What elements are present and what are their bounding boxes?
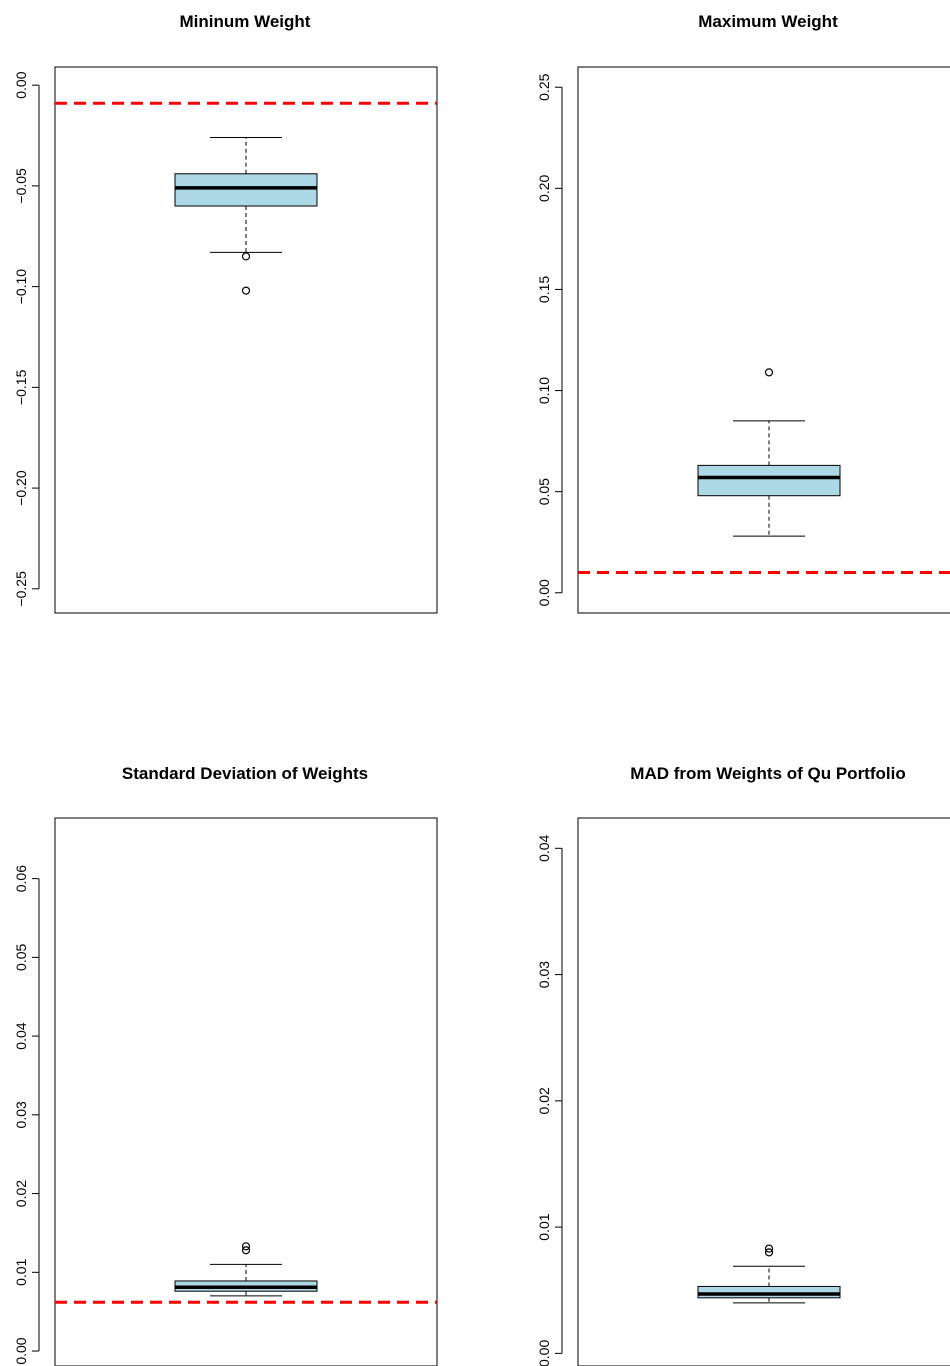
y-tick-label: −0.25 [13, 571, 29, 607]
y-tick-label: 0.00 [536, 579, 552, 606]
plot-frame [54, 66, 438, 614]
panel-title: Maximum Weight [698, 12, 838, 31]
y-tick-label: 0.00 [13, 1337, 29, 1364]
y-tick-label: 0.25 [536, 73, 552, 100]
y-tick-label: 0.00 [536, 1340, 552, 1366]
y-tick-label: −0.10 [13, 269, 29, 305]
y-tick-label: 0.01 [536, 1213, 552, 1240]
y-tick-label: 0.15 [536, 276, 552, 303]
outlier-point [764, 368, 774, 377]
outlier-point [241, 1246, 251, 1255]
boxplot-panel-4: MAD from Weights of Qu Portfolio 0.00 0.01… [536, 764, 950, 1366]
outlier-point [764, 1248, 774, 1257]
y-tick-label: 0.05 [536, 478, 552, 505]
panel-title: Standard Deviation of Weights [122, 764, 368, 783]
y-tick-label: 0.03 [13, 1101, 29, 1128]
boxplot-panel-3: Standard Deviation of Weights 0.00 0.01 0.0… [13, 764, 438, 1366]
outlier-point [764, 1244, 774, 1253]
boxplot-panel-2: Maximum Weight 0.00 0.05 0.10 0.15 0.20 0.25 [536, 12, 950, 614]
outlier-point [241, 286, 251, 295]
y-tick-label: 0.03 [536, 961, 552, 988]
iqr-box [697, 1285, 841, 1299]
y-tick-label: 0.06 [13, 865, 29, 892]
y-tick-label: 0.01 [13, 1258, 29, 1285]
iqr-box [697, 464, 841, 497]
panel-title: MAD from Weights of Qu Portfolio [630, 764, 905, 783]
outlier-point [241, 1242, 251, 1251]
y-tick-label: 0.02 [536, 1087, 552, 1114]
y-tick-label: 0.02 [13, 1180, 29, 1207]
y-tick-label: 0.10 [536, 377, 552, 404]
y-tick-label: 0.04 [536, 834, 552, 861]
y-tick-label: 0.04 [13, 1022, 29, 1049]
y-tick-label: −0.15 [13, 369, 29, 405]
y-tick-label: −0.05 [13, 168, 29, 204]
plot-frame [54, 817, 438, 1366]
y-tick-label: 0.05 [13, 944, 29, 971]
panel-title: Mininum Weight [180, 12, 311, 31]
y-tick-label: −0.20 [13, 470, 29, 506]
outlier-point [241, 252, 251, 261]
plot-frame [577, 817, 950, 1366]
iqr-box [174, 173, 318, 207]
y-tick-label: 0.00 [13, 71, 29, 98]
plot-frame [577, 66, 950, 614]
boxplot-panel-1: Mininum Weight 0.00 −0.05 −0.10 −0.15 −0.20 −0… [13, 12, 438, 614]
y-tick-label: 0.20 [536, 174, 552, 201]
